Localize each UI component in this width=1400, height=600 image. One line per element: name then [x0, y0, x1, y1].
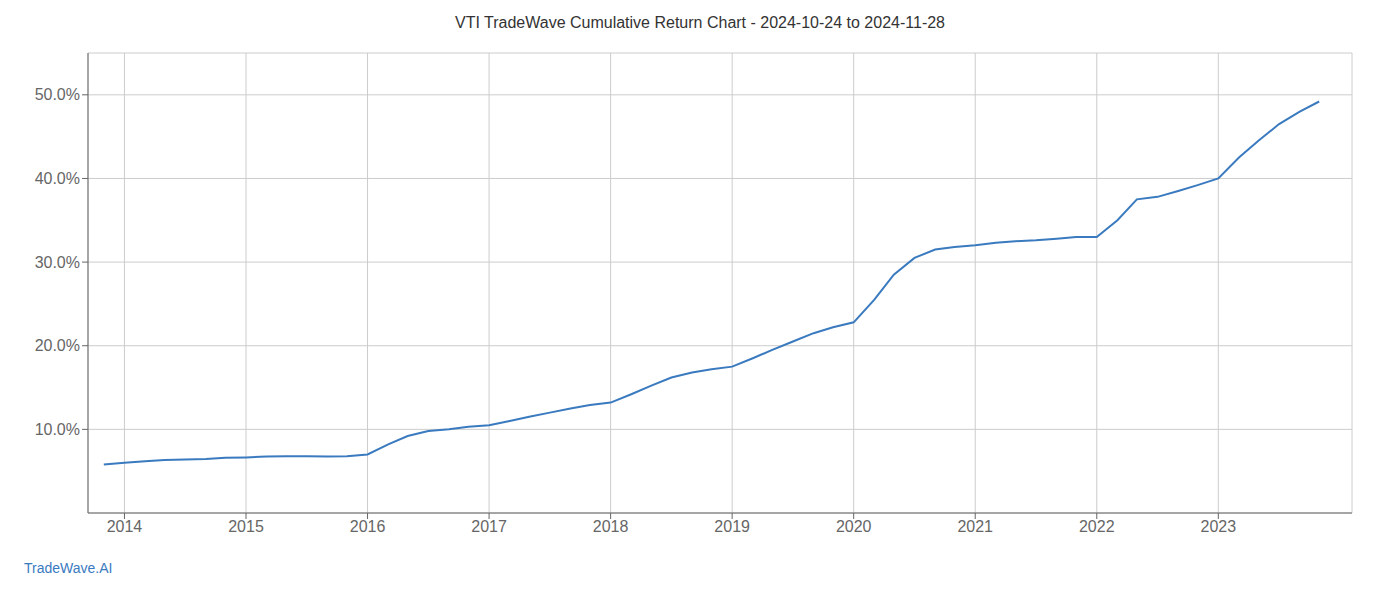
svg-text:2015: 2015: [228, 518, 264, 535]
svg-text:2023: 2023: [1201, 518, 1237, 535]
svg-text:2016: 2016: [350, 518, 386, 535]
svg-text:20.0%: 20.0%: [35, 337, 80, 354]
svg-text:2018: 2018: [593, 518, 629, 535]
svg-text:30.0%: 30.0%: [35, 254, 80, 271]
svg-text:2014: 2014: [107, 518, 143, 535]
svg-text:40.0%: 40.0%: [35, 170, 80, 187]
html-text:VTI TradeWave Cumulative Retur: VTI TradeWave Cumulative Return Chart - …: [455, 14, 945, 31]
svg-text:10.0%: 10.0%: [35, 421, 80, 438]
svg-text:50.0%: 50.0%: [35, 86, 80, 103]
svg-text:2017: 2017: [471, 518, 507, 535]
svg-text:2020: 2020: [836, 518, 872, 535]
html-text:TradeWave.AI: TradeWave.AI: [24, 560, 113, 576]
svg-text:2021: 2021: [957, 518, 993, 535]
svg-text:2022: 2022: [1079, 518, 1115, 535]
svg-text:2019: 2019: [714, 518, 750, 535]
